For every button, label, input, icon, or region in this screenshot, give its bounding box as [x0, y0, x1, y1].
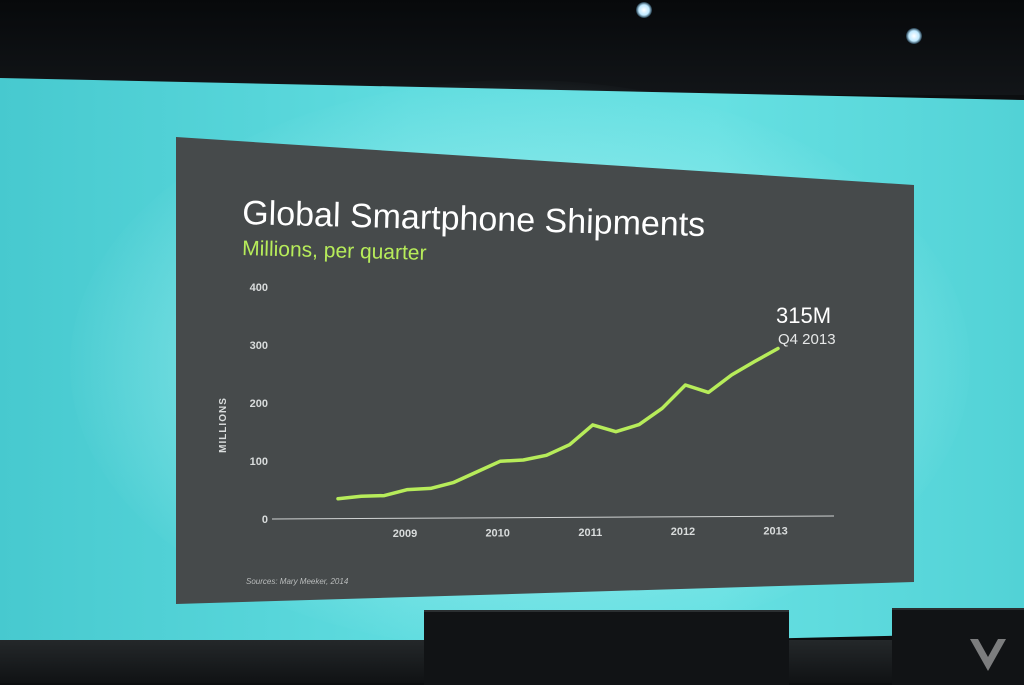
x-tick-label: 2010	[485, 527, 509, 539]
data-point	[776, 347, 780, 350]
y-tick-label: 100	[250, 456, 268, 468]
y-tick-label: 300	[250, 340, 268, 352]
data-point	[360, 495, 363, 498]
data-point	[684, 383, 687, 387]
data-point	[545, 454, 548, 457]
data-point	[661, 407, 664, 410]
data-point	[429, 487, 432, 490]
stage-spotlight	[906, 28, 922, 44]
x-tick-label: 2012	[671, 526, 695, 538]
x-axis-line	[271, 515, 835, 520]
series-line	[336, 346, 780, 501]
y-tick-label: 0	[262, 514, 268, 526]
chart-title: Global Smartphone Shipments	[242, 194, 706, 244]
data-point	[406, 488, 409, 491]
chart-subtitle: Millions, per quarter	[242, 237, 427, 265]
data-point	[707, 391, 710, 394]
x-tick-label: 2013	[763, 526, 787, 538]
annotation-value: 315M	[776, 303, 831, 328]
x-axis: 2009 2010 2011 2012 2013	[393, 526, 788, 540]
data-point	[568, 443, 571, 446]
data-point	[730, 373, 733, 377]
y-tick-label: 200	[250, 398, 268, 410]
stage-monitor	[424, 610, 789, 685]
annotation-period: Q4 2013	[778, 331, 836, 348]
data-point	[498, 460, 502, 463]
ceiling	[0, 0, 1024, 95]
x-tick-label: 2011	[578, 527, 602, 539]
data-point	[452, 481, 455, 484]
brand-logo-icon	[970, 639, 1006, 671]
data-point	[753, 360, 756, 363]
y-tick-label: 400	[250, 282, 268, 294]
data-point	[637, 423, 641, 426]
source-note: Sources: Mary Meeker, 2014	[246, 577, 349, 586]
y-axis: 0 100 200 300 400	[250, 282, 268, 526]
data-point	[475, 470, 479, 474]
data-point	[614, 430, 618, 433]
data-points	[336, 347, 780, 500]
x-tick-label: 2009	[393, 528, 417, 540]
stage-spotlight	[636, 2, 652, 18]
data-point	[336, 497, 340, 500]
data-point	[591, 423, 594, 427]
stage-monitor	[892, 608, 1024, 685]
data-point	[383, 494, 386, 497]
presentation-slide	[176, 137, 914, 604]
y-axis-label: MILLIONS	[218, 397, 229, 453]
data-point	[522, 458, 525, 462]
